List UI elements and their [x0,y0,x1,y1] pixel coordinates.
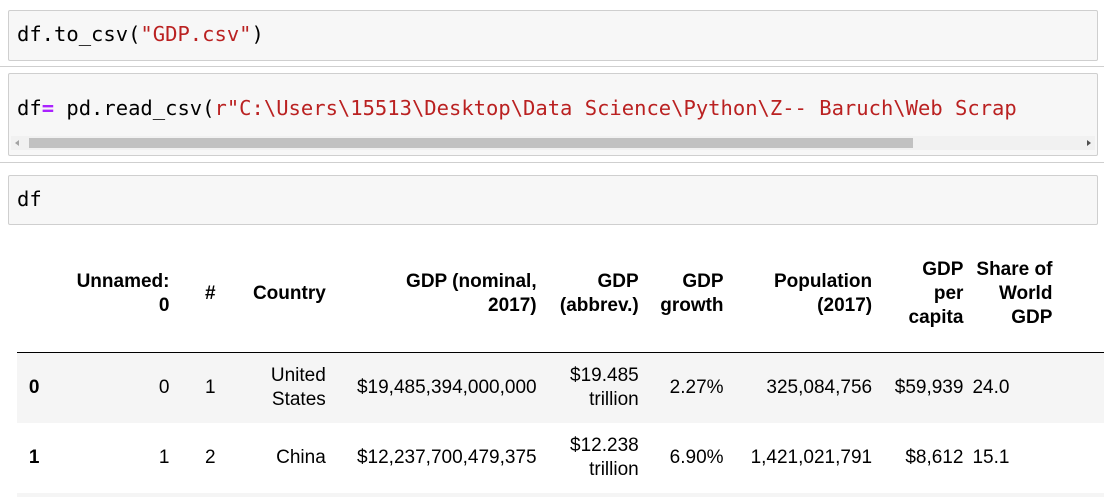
row-index: 0 [17,353,60,423]
cell-text: 1 [28,446,40,468]
code-cell[interactable]: df= pd.read_csv(r"C:\Users\15513\Desktop… [8,73,1098,156]
code-token: = [41,96,55,120]
scroll-left[interactable] [15,140,19,146]
table-cell: $59,939 [881,353,972,423]
header-text: GDP growth [660,270,724,316]
table-row: 0 0 1 United States $19,485,394,000,000 $19.4… [17,352,1104,423]
code-line: df.to_csv("GDP.csv") [17,22,264,46]
table-cell: 325,084,756 [733,353,882,423]
cell-text: 15.1 [972,446,1010,468]
code-token: df.to_csv( [17,22,141,46]
table-cell: 6.90% [648,423,733,493]
table-cell: $8,612 [881,423,972,493]
code-line: df= pd.read_csv(r"C:\Users\15513\Desktop… [17,96,1017,120]
code-line: df [17,187,42,211]
code-token: "GDP.csv" [140,22,252,46]
table-cell: United States [225,353,335,423]
table-cell: 24.0 [972,353,1104,423]
separator [0,162,1104,163]
scroll-thumb[interactable] [29,138,913,148]
column-header: GDP (abbrev.) [545,235,648,353]
table-cell: 1,421,021,791 [733,423,882,493]
table-cell: $12.238 trillion [546,423,648,493]
header-text: Unnamed: 0 [76,270,170,316]
scroll-right[interactable] [1087,140,1091,146]
column-header: GDP per capita [881,235,973,353]
cell-text: $19.485 trillion [570,364,639,410]
column-header: Country [224,235,335,353]
header-text: Share of World GDP [976,258,1053,328]
header-text: Population (2017) [773,270,873,316]
code-token: df [17,187,42,211]
cell-text: 2 [204,446,216,468]
code-cell[interactable]: df [8,175,1098,225]
cell-text: China [276,446,326,468]
table-cell: 1 [60,423,178,493]
cell-text: $12,237,700,479,375 [356,446,537,468]
cell-text: 0 [158,376,170,398]
table-cell: 0 [60,353,178,423]
cell-text: 1 [204,376,216,398]
cell-text: 0 [28,376,40,398]
table-cell: 1 [178,353,224,423]
cell-text: 1,421,021,791 [750,446,873,468]
table-row: 1 1 2 China $12,237,700,479,375 $12.238 trill… [17,423,1104,493]
cell-text: $8,612 [905,446,964,468]
column-header [17,235,61,353]
next-row [17,493,1104,497]
column-header: Population (2017) [732,235,882,353]
column-header: # [178,235,225,353]
cell-text: $59,939 [894,376,964,398]
table-cell: $19,485,394,000,000 [335,353,546,423]
table-cell: 15.1 [972,423,1104,493]
separator [0,66,1104,67]
header-text: Country [252,282,326,304]
table-cell: 2 [178,423,224,493]
table-cell: $12,237,700,479,375 [335,423,546,493]
table-cell: China [225,423,335,493]
cell-text: 2.27% [669,376,724,398]
header-text: GDP per capita [908,258,964,328]
cell-text: 6.90% [669,446,724,468]
cell-text: 325,084,756 [766,376,873,398]
cell-text: 1 [158,446,170,468]
header-row: Unnamed: 0 # Country GDP (nominal, 2017) GDP… [17,235,1104,353]
code-token: ) [251,22,264,46]
column-header: Share of World GDP [972,235,1104,353]
code-token: r"C:\Users\15513\Desktop\Data Science\Py… [214,96,1017,120]
header-text: GDP (abbrev.) [559,270,639,316]
cell-text: $19,485,394,000,000 [356,376,537,398]
header-text: GDP (nominal, 2017) [406,270,537,316]
cell-text: United States [270,364,326,410]
table-cell: $19.485 trillion [546,353,648,423]
dataframe: Unnamed: 0 # Country GDP (nominal, 2017) GDP… [17,235,1104,493]
cell-text: $12.238 trillion [570,434,639,480]
code-token: pd.read_csv( [54,96,215,120]
column-header: GDP (nominal, 2017) [334,235,546,353]
header-text: # [204,282,216,304]
table-cell: 2.27% [648,353,733,423]
column-header: GDP growth [647,235,733,353]
column-header: Unnamed: 0 [60,235,179,353]
code-cell[interactable]: df.to_csv("GDP.csv") [8,10,1098,61]
row-index: 1 [17,423,60,493]
cell-text: 24.0 [972,376,1010,398]
scrollbar[interactable] [11,136,1095,150]
code-token: df [17,96,42,120]
